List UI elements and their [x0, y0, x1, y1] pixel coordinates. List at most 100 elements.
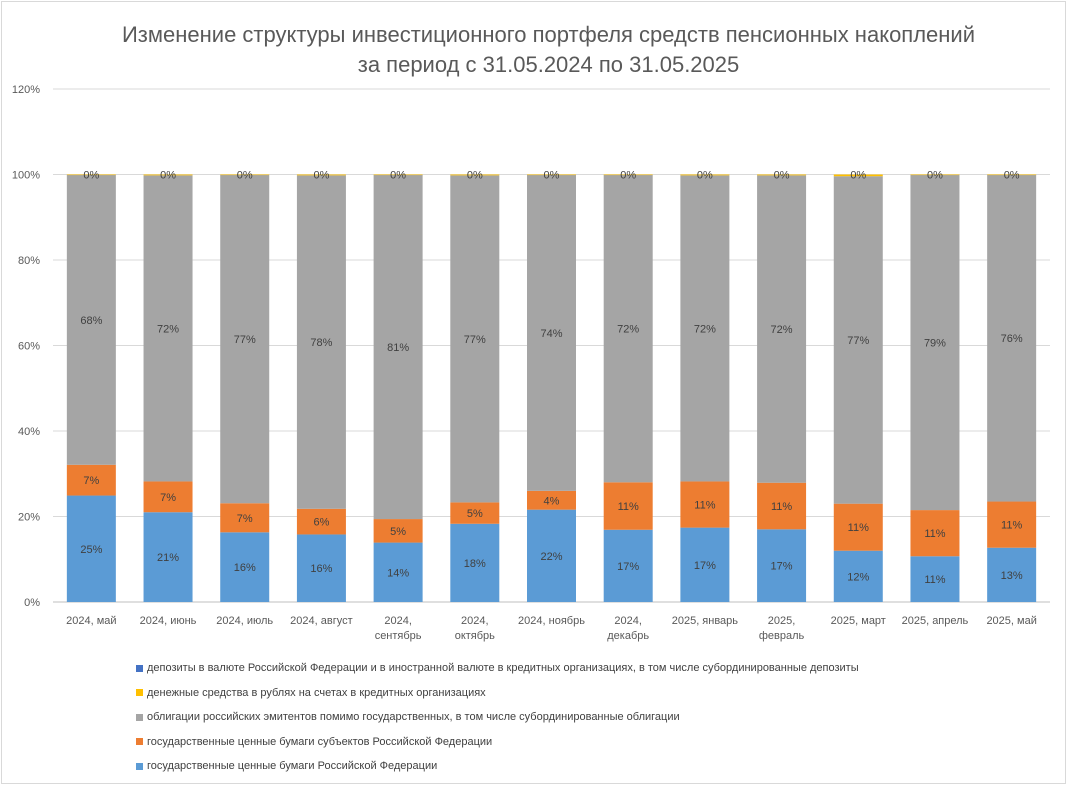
y-tick-label: 100% [12, 170, 40, 182]
bar-segment [527, 174, 576, 176]
bar-segment [833, 176, 883, 504]
bar-segment [296, 174, 346, 176]
bar-segment [220, 503, 270, 533]
x-tick-label: 2024, [384, 615, 412, 627]
bar-segment [66, 174, 116, 176]
bar-segment [296, 175, 346, 509]
y-tick-label: 120% [12, 84, 40, 96]
bar-segment [987, 174, 1037, 176]
x-tick-label: октябрь [455, 630, 495, 642]
data-label: 5% [390, 526, 406, 538]
x-tick-label: 2025, май [986, 615, 1036, 627]
bar-segment [757, 174, 807, 176]
bar-segment [296, 534, 346, 602]
legend-item: депозиты в валюте Российской Федерации и… [136, 656, 859, 681]
data-label: 0% [390, 170, 406, 182]
bar-segment [910, 174, 960, 176]
data-label: 72% [157, 323, 179, 335]
data-label: 12% [847, 571, 869, 583]
bar-segment [910, 556, 960, 602]
bar-segment [987, 174, 1037, 502]
data-label: 78% [310, 337, 332, 349]
bar-segment [143, 174, 193, 176]
chart-legend: депозиты в валюте Российской Федерации и… [136, 656, 859, 779]
bar-segment [373, 519, 423, 543]
bar-segment [757, 529, 807, 602]
data-label: 17% [771, 561, 793, 573]
x-tick-label: сентябрь [375, 630, 422, 642]
bar-segment [680, 481, 730, 528]
data-label: 0% [1004, 170, 1020, 182]
data-label: 77% [464, 334, 486, 346]
legend-item: облигации российских эмитентов помимо го… [136, 705, 859, 730]
data-label: 14% [387, 567, 409, 579]
data-label: 79% [924, 338, 946, 350]
y-tick-label: 0% [24, 597, 40, 609]
bar-segment [220, 174, 270, 176]
bar-segment [66, 174, 116, 465]
bar-segment [527, 174, 576, 491]
x-tick-label: 2025, январь [672, 615, 739, 627]
data-label: 68% [80, 315, 102, 327]
data-label: 11% [924, 574, 945, 586]
data-label: 7% [160, 492, 176, 504]
legend-swatch [136, 713, 143, 721]
x-tick-label: 2024, август [290, 615, 352, 627]
bar-segment [987, 501, 1037, 548]
data-label: 16% [234, 562, 256, 574]
data-label: 0% [467, 170, 483, 182]
bar-segment [527, 490, 576, 510]
x-tick-label: 2024, [614, 615, 642, 627]
chart-title-block: Изменение структуры инвестиционного порт… [0, 20, 1069, 80]
bar-segment [220, 174, 270, 504]
x-tick-label: декабрь [607, 630, 649, 642]
bar-segment [296, 508, 346, 535]
data-label: 16% [310, 563, 332, 575]
legend-swatch [136, 738, 143, 746]
data-label: 77% [234, 334, 256, 346]
data-label: 18% [464, 558, 486, 570]
data-label: 5% [467, 508, 483, 520]
bar-segment [220, 532, 270, 602]
data-label: 17% [617, 561, 639, 573]
data-label: 0% [850, 170, 866, 182]
data-label: 0% [774, 170, 790, 182]
bar-segment [833, 174, 883, 177]
bar-segment [910, 174, 960, 511]
data-label: 72% [694, 323, 716, 335]
bar-segment [66, 464, 116, 496]
data-label: 0% [83, 170, 99, 182]
data-label: 11% [771, 501, 792, 513]
legend-label: государственные ценные бумаги субъектов … [147, 735, 493, 748]
bar-segment [450, 174, 500, 176]
bar-segment [603, 482, 653, 530]
legend-swatch [136, 689, 143, 697]
data-label: 0% [620, 170, 636, 182]
legend-swatch [136, 664, 143, 672]
bar-segment [527, 509, 576, 602]
data-label: 81% [387, 342, 409, 354]
data-label: 11% [694, 500, 715, 512]
bar-segment [143, 512, 193, 602]
legend-label: облигации российских эмитентов помимо го… [147, 711, 680, 724]
x-tick-label: 2024, [461, 615, 489, 627]
x-tick-label: 2024, июль [216, 615, 273, 627]
chart-title: Изменение структуры инвестиционного порт… [121, 22, 976, 47]
y-tick-label: 80% [18, 255, 40, 267]
data-label: 7% [237, 513, 253, 525]
bar-segment [833, 550, 883, 602]
bar-segment [450, 523, 500, 602]
x-tick-label: февраль [759, 630, 805, 642]
data-label: 74% [540, 328, 562, 340]
data-label: 4% [544, 495, 560, 507]
bar-segment [143, 481, 193, 513]
bar-segment [833, 503, 883, 551]
x-tick-label: 2025, [768, 615, 796, 627]
data-label: 0% [160, 170, 176, 182]
bar-segment [680, 527, 730, 602]
data-label: 0% [927, 170, 943, 182]
x-tick-label: 2024, ноябрь [518, 615, 585, 627]
bar-segment [757, 175, 807, 483]
bar-segment [450, 175, 500, 503]
bar-segment [373, 174, 423, 176]
